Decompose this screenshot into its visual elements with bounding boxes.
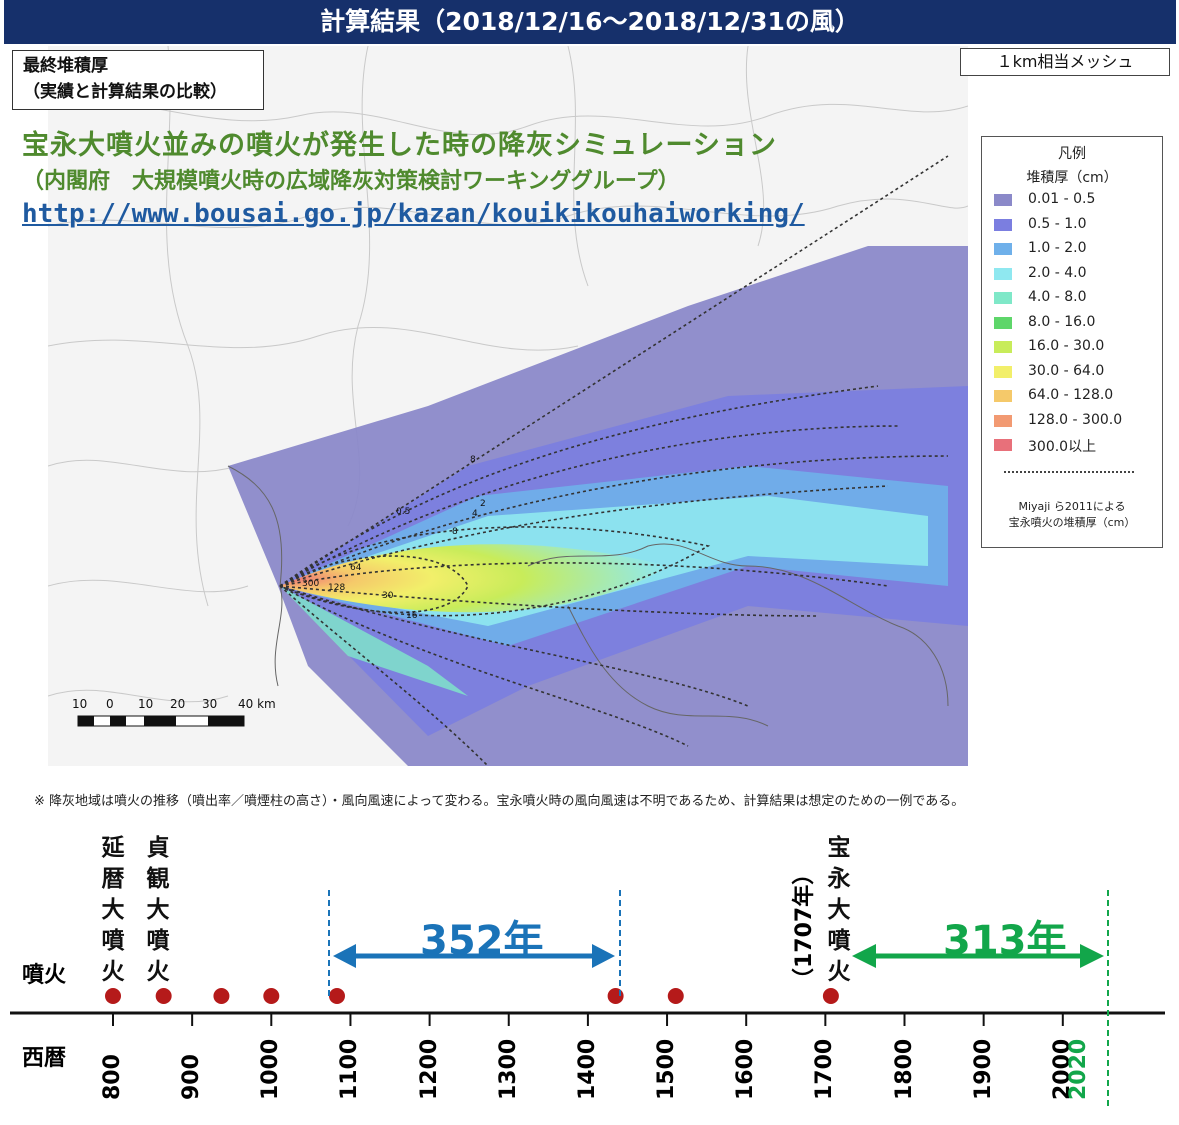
eruption-timeline <box>10 890 1165 1110</box>
scale-label: 30 <box>202 697 217 711</box>
year-label: 1600 <box>733 1038 759 1100</box>
year-label: 1000 <box>258 1038 284 1100</box>
year-label: 1900 <box>970 1038 996 1100</box>
legend-note-line: 宝永噴火の堆積厚（cm） <box>1008 516 1136 529</box>
scale-label: 10 <box>138 697 153 711</box>
eruption-label-enryaku: 延暦大噴火 <box>101 835 125 985</box>
year-label: 1100 <box>337 1038 363 1100</box>
legend-label: 0.01 - 0.5 <box>1028 191 1096 207</box>
legend-title: 凡例 <box>1058 146 1086 162</box>
legend-swatch <box>994 390 1012 402</box>
scale-bar: 10 0 10 20 30 40 km <box>72 697 276 727</box>
eruption-dot <box>263 988 280 1004</box>
row-label-year: 西暦 <box>22 1046 67 1071</box>
legend-swatch <box>994 414 1012 427</box>
isopach-label: 8 <box>452 527 458 537</box>
legend-label: 300.0以上 <box>1028 439 1097 455</box>
eruption-dot <box>607 988 624 1004</box>
scale-label: 10 <box>72 697 87 711</box>
legend-unit: 堆積厚（cm） <box>1026 170 1118 186</box>
page-banner: 計算結果（2018/12/16〜2018/12/31の風） <box>4 0 1176 44</box>
legend-swatch <box>994 292 1012 304</box>
source-link[interactable]: http://www.bousai.go.jp/kazan/kouikikouh… <box>22 199 805 229</box>
year-label: 900 <box>179 1054 205 1100</box>
year-label: 1300 <box>495 1038 521 1100</box>
legend-label: 30.0 - 64.0 <box>1028 362 1105 379</box>
legend-swatch <box>994 267 1012 280</box>
row-label-eruption: 噴火 <box>22 963 67 988</box>
eruption-dot <box>822 988 839 1004</box>
isopach-label: 8 <box>470 455 476 465</box>
eruption-dot <box>155 988 172 1004</box>
legend-label: 8.0 - 16.0 <box>1028 313 1096 330</box>
interval-label-313: 313年 <box>943 918 1067 964</box>
map-title: 最終堆積厚 <box>23 56 108 76</box>
legend-label: 4.0 - 8.0 <box>1028 289 1087 305</box>
isopach-label: 16 <box>406 611 418 621</box>
map-legend: 凡例 堆積厚（cm） 0.01 - 0.5 0.5 - 1.0 1.0 - 2.0 2… <box>981 136 1163 548</box>
eruption-label-hoei: 宝永大噴火 <box>827 835 851 985</box>
legend-label: 2.0 - 4.0 <box>1028 264 1087 281</box>
legend-label: 1.0 - 2.0 <box>1028 240 1087 256</box>
eruption-label-jogan: 貞観大噴火 <box>146 835 170 985</box>
year-label: 2020 <box>1065 1038 1091 1100</box>
legend-label: 0.5 - 1.0 <box>1028 215 1087 232</box>
simulation-source: （内閣府 大規模噴火時の広域降灰対策検討ワーキンググループ） <box>22 169 680 194</box>
eruption-dot <box>667 988 684 1004</box>
year-label: 1200 <box>416 1038 442 1100</box>
plume-lobe <box>280 586 468 696</box>
hoei-year-label: （1707年） <box>792 862 817 990</box>
year-label: 1800 <box>891 1038 917 1100</box>
simulation-title: 宝永大噴火並みの噴火が発生した時の降灰シミュレーション <box>22 130 777 161</box>
map-title-box: 最終堆積厚 （実績と計算結果の比較） <box>12 50 264 110</box>
year-label: 1400 <box>574 1038 600 1100</box>
ashfall-map: 8 0.5 2 4 8 64 300 128 30 16 10 0 10 20 … <box>48 46 968 766</box>
map-subtitle: （実績と計算結果の比較） <box>23 82 227 102</box>
eruption-dot <box>105 988 121 1004</box>
scale-label: 20 <box>170 697 185 711</box>
eruption-dot <box>328 988 345 1004</box>
footnote: ※ 降灰地域は噴火の推移（噴出率／噴煙柱の高さ）・風向風速によって変わる。宝永噴… <box>34 794 965 809</box>
isopach-label: 2 <box>480 499 486 509</box>
legend-swatch <box>994 341 1012 353</box>
legend-label: 16.0 - 30.0 <box>1028 338 1105 354</box>
mesh-label: １km相当メッシュ <box>960 48 1170 76</box>
legend-label: 128.0 - 300.0 <box>1028 411 1123 428</box>
isopach-label: 128 <box>328 583 345 593</box>
legend-swatch <box>994 439 1012 451</box>
legend-note: Miyaji ら2011による 宝永噴火の堆積厚（cm） <box>982 499 1162 531</box>
legend-swatch <box>994 243 1012 255</box>
interval-arrow-352 <box>333 944 615 968</box>
isopach-label: 64 <box>350 563 362 573</box>
legend-dotted-line <box>1004 471 1134 473</box>
legend-note-line: Miyaji ら2011による <box>1018 500 1126 513</box>
year-label: 800 <box>100 1054 125 1100</box>
isopach-label: 4 <box>472 509 478 519</box>
scale-label: 40 km <box>238 697 276 711</box>
interval-arrow-313 <box>852 944 1104 968</box>
legend-swatch <box>994 365 1012 378</box>
eruption-dot <box>213 988 230 1004</box>
isopach-label: 0.5 <box>396 507 410 517</box>
isopach-label-group: 8 0.5 2 4 8 64 300 128 30 16 <box>302 455 486 621</box>
legend-swatch <box>994 218 1012 231</box>
isopach-label: 30 <box>382 591 394 601</box>
legend-label: 64.0 - 128.0 <box>1028 387 1114 403</box>
legend-swatch <box>994 194 1012 206</box>
map-canvas: 8 0.5 2 4 8 64 300 128 30 16 10 0 10 20 … <box>48 46 968 766</box>
isopach-lines <box>279 155 949 766</box>
legend-swatch <box>994 316 1012 329</box>
scale-label: 0 <box>106 697 114 711</box>
prefecture-borders <box>48 46 968 703</box>
year-label: 1500 <box>654 1038 680 1100</box>
year-label: 1700 <box>812 1038 838 1100</box>
interval-label-352: 352年 <box>420 918 544 964</box>
isopach-label: 300 <box>302 579 319 589</box>
